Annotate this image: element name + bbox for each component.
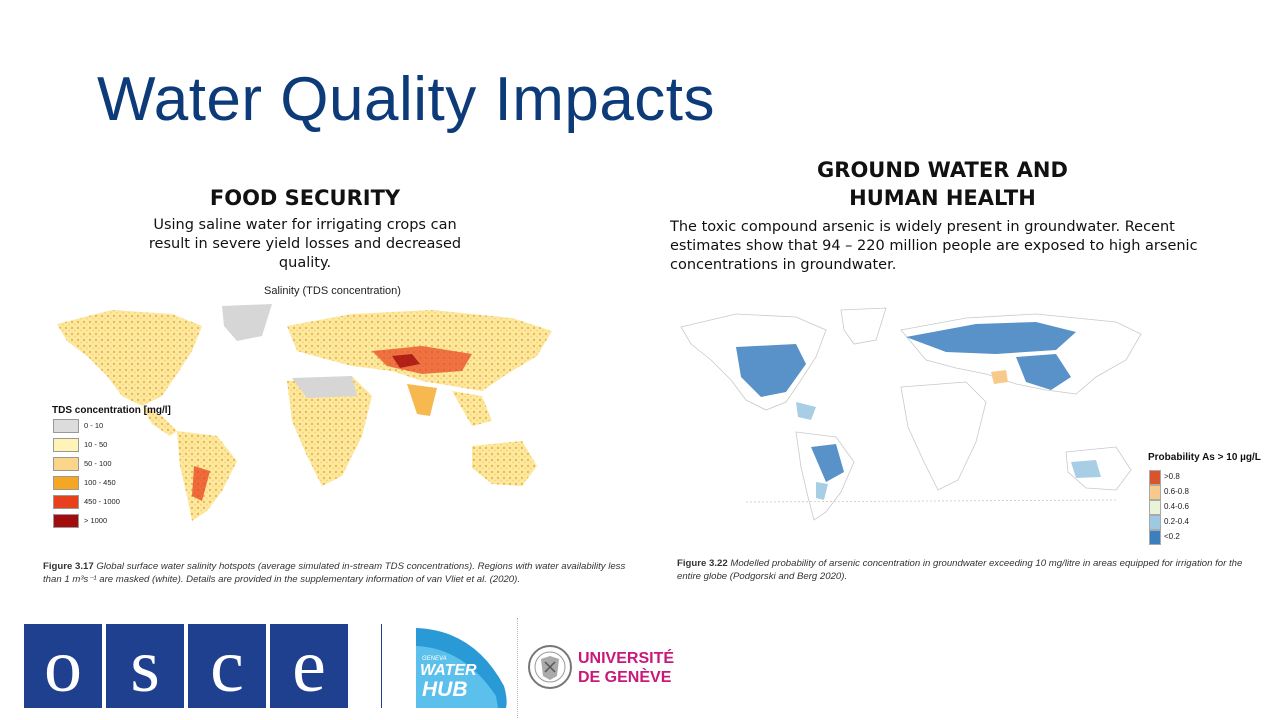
slide-title: Water Quality Impacts bbox=[97, 65, 716, 134]
tds-legend-label: > 1000 bbox=[84, 516, 108, 525]
figure-3-22-text: Modelled probability of arsenic concentr… bbox=[677, 558, 1243, 582]
arsenic-legend-swatch bbox=[1149, 515, 1161, 530]
logo-divider-2 bbox=[517, 618, 518, 718]
water-hub-drop-icon bbox=[416, 628, 507, 708]
salinity-world-map bbox=[57, 304, 552, 521]
osce-letter: O bbox=[24, 624, 106, 708]
arsenic-legend-label: 0.2-0.4 bbox=[1164, 517, 1189, 526]
tds-legend-label: 50 - 100 bbox=[84, 459, 112, 468]
groundwater-heading: GROUND WATER AND HUMAN HEALTH bbox=[770, 156, 1115, 212]
figure-3-17-caption: Figure 3.17 Global surface water salinit… bbox=[43, 560, 643, 586]
unige-name-line1: UNIVERSITÉ bbox=[578, 650, 675, 667]
figure-3-22-caption: Figure 3.22 Modelled probability of arse… bbox=[677, 557, 1247, 583]
arsenic-legend-swatch bbox=[1149, 530, 1161, 545]
tds-legend-swatch bbox=[53, 495, 79, 509]
arsenic-legend: Probability As > 10 µg/L >0.8 0.6-0.8 0.4-… bbox=[1148, 452, 1273, 547]
unige-seal-icon bbox=[528, 645, 572, 689]
arsenic-legend-swatch bbox=[1149, 470, 1161, 485]
tds-legend-swatch bbox=[53, 514, 79, 528]
osce-letter: e bbox=[292, 624, 326, 708]
geneva-water-hub-logo: GENEVA WATER HUB bbox=[414, 626, 510, 710]
unige-name-line2: DE GENÈVE bbox=[578, 669, 672, 686]
arsenic-legend-label: >0.8 bbox=[1164, 472, 1180, 481]
arsenic-legend-title: Probability As > 10 µg/L bbox=[1148, 452, 1261, 463]
osce-letter: c bbox=[188, 624, 270, 708]
water-hub-small-text: GENEVA bbox=[422, 656, 447, 662]
figure-3-17-text: Global surface water salinity hotspots (… bbox=[43, 561, 626, 585]
tds-legend: TDS concentration [mg/l] 0 - 10 10 - 50 50… bbox=[52, 405, 192, 528]
tds-legend-label: 10 - 50 bbox=[84, 440, 108, 449]
tds-legend-label: 0 - 10 bbox=[84, 421, 104, 430]
figure-3-22-label: Figure 3.22 bbox=[677, 558, 728, 569]
water-hub-word1: WATER bbox=[420, 662, 477, 679]
tds-legend-label: 100 - 450 bbox=[84, 478, 116, 487]
tds-legend-swatch bbox=[53, 476, 79, 490]
water-hub-word2: HUB bbox=[422, 678, 468, 701]
osce-logo: Osce bbox=[24, 624, 348, 708]
salinity-map-title: Salinity (TDS concentration) bbox=[264, 285, 401, 297]
food-security-heading: FOOD SECURITY bbox=[209, 186, 401, 210]
tds-legend-swatch bbox=[53, 438, 79, 452]
osce-letter: s bbox=[106, 624, 188, 708]
groundwater-heading-line2: HUMAN HEALTH bbox=[849, 186, 1036, 210]
arsenic-legend-label: 0.6-0.8 bbox=[1164, 487, 1189, 496]
tds-legend-swatch bbox=[53, 419, 79, 433]
arsenic-world-map bbox=[680, 307, 1142, 521]
arsenic-legend-label: <0.2 bbox=[1164, 532, 1180, 541]
tds-legend-label: 450 - 1000 bbox=[84, 497, 120, 506]
logo-divider bbox=[381, 624, 382, 708]
figure-3-17-label: Figure 3.17 bbox=[43, 561, 94, 572]
groundwater-heading-line1: GROUND WATER AND bbox=[817, 158, 1068, 182]
arsenic-legend-swatch bbox=[1149, 485, 1161, 500]
groundwater-text: The toxic compound arsenic is widely pre… bbox=[670, 219, 1198, 273]
food-security-text: Using saline water for irrigating crops … bbox=[148, 217, 462, 271]
arsenic-legend-label: 0.4-0.6 bbox=[1164, 502, 1189, 511]
tds-legend-swatch bbox=[53, 457, 79, 471]
arsenic-legend-swatch bbox=[1149, 500, 1161, 515]
tds-legend-title: TDS concentration [mg/l] bbox=[52, 405, 171, 416]
